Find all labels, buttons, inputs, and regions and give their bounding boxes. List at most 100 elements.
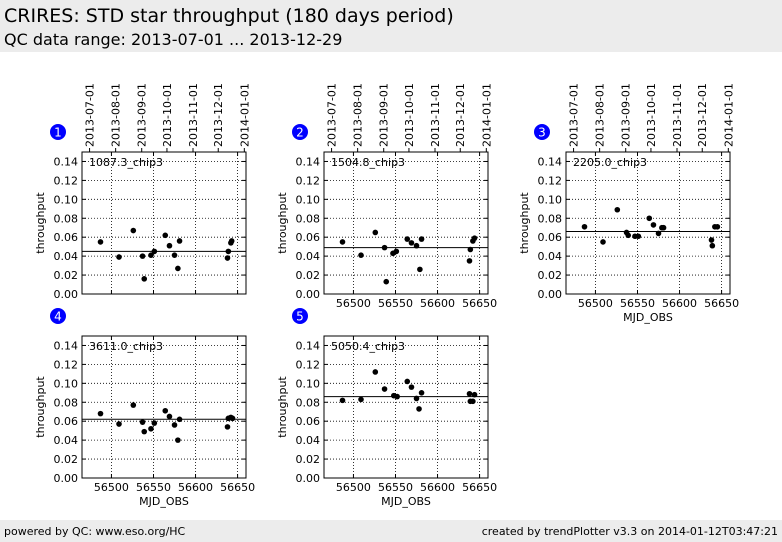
y-tick-label: 0.02 [54,269,79,282]
x-tick-label: 56650 [462,297,497,310]
y-tick-label: 0.12 [538,174,563,187]
y-tick-label: 0.14 [54,155,79,168]
data-point [176,238,183,244]
x-tick-label: 56550 [378,297,413,310]
x-tick-label: 56600 [420,297,455,310]
data-point [655,230,662,237]
data-point [139,253,146,259]
data-point [162,232,169,239]
y-tick-label: 0.08 [54,212,79,225]
series-label: 5050.4_chip3 [331,340,405,353]
data-point [466,258,473,264]
y-tick-label: 0.08 [538,212,563,225]
data-point [404,378,411,385]
report-header: CRIRES: STD star throughput (180 days pe… [0,0,782,52]
data-point [130,227,137,234]
plot-number: 3 [538,126,546,140]
y-tick-label: 0.06 [296,231,321,244]
x-tick-label: 56600 [178,481,213,494]
series-label: 1504.8_chip3 [331,156,405,169]
data-point [467,246,474,253]
date-tick-label: 2013-08-01 [352,83,365,147]
y-tick-label: 0.06 [54,415,79,428]
plot-number-badge [50,124,66,140]
date-tick-label: 2013-12-01 [212,83,225,147]
y-tick-label: 0.10 [54,193,79,206]
date-tick-label: 2013-08-01 [110,83,123,147]
data-point [228,238,235,244]
data-point [116,254,122,260]
data-point [151,420,158,426]
y-tick-label: 0.12 [54,174,79,187]
x-tick-label: 56500 [336,481,371,494]
footer-powered-by: powered by QC: www.eso.org/HC [4,525,186,538]
y-tick-label: 0.06 [54,231,79,244]
data-point [141,428,148,435]
data-point [176,416,183,423]
data-point [600,239,606,245]
plot-number-badge [292,308,308,324]
date-tick-label: 2013-10-01 [403,83,416,147]
data-point [339,239,346,245]
y-tick-label: 0.02 [538,269,563,282]
data-point [413,395,420,402]
data-point [339,397,346,404]
data-point [381,386,388,392]
plot-frame [323,151,489,295]
plot-number: 2 [296,126,304,140]
data-point [358,396,364,403]
data-point [408,240,415,246]
data-point [97,239,104,245]
data-point [224,424,231,430]
plot-number-badge [292,124,308,140]
y-tick-label: 0.10 [296,193,321,206]
x-tick-label: 56650 [704,297,739,310]
date-tick-label: 2013-11-01 [671,83,684,147]
y-tick-label: 0.00 [54,288,79,301]
y-tick-label: 0.04 [54,434,79,447]
y-tick-label: 0.00 [538,288,563,301]
data-point [418,236,425,242]
y-tick-label: 0.02 [296,269,321,282]
y-tick-label: 0.14 [54,339,79,352]
data-point [714,223,721,230]
data-point [614,206,621,213]
y-axis-label: throughput [34,376,47,438]
data-point [151,248,158,255]
x-tick-label: 56600 [420,481,455,494]
data-point [408,384,415,390]
chart-3: 56500 56550 56600 56650 0.00 0.02 0.04 0.06 0.08… [518,83,739,324]
y-tick-label: 0.04 [296,434,321,447]
report-subtitle: QC data range: 2013-07-01 ... 2013-12-29 [4,30,343,49]
data-point [162,407,169,414]
x-tick-label: 56500 [578,297,613,310]
y-axis-label: throughput [276,192,289,254]
y-tick-label: 0.14 [296,155,321,168]
data-point [413,242,420,249]
y-tick-label: 0.08 [54,396,79,409]
y-tick-label: 0.02 [54,453,79,466]
plot-number-badge [534,124,550,140]
date-tick-label: 2013-10-01 [645,83,658,147]
y-tick-label: 0.08 [296,212,321,225]
data-point [393,248,400,255]
data-point [130,402,137,408]
data-point [635,233,642,240]
data-point [625,232,632,239]
chart-1: 0.00 0.02 0.04 0.06 0.08 0.10 0.12 0.14 2013-07-… [34,83,251,301]
data-point [372,229,379,236]
data-point [166,413,173,420]
y-tick-label: 0.04 [538,250,563,263]
data-point [166,242,173,249]
data-point [224,255,231,261]
data-point [709,242,716,249]
y-tick-label: 0.12 [54,358,79,371]
data-point [404,236,411,242]
y-tick-label: 0.10 [296,377,321,390]
date-tick-label: 2013-07-01 [568,83,581,147]
data-point [418,390,425,396]
data-point [116,421,122,427]
data-point [97,410,104,417]
date-tick-label: 2013-07-01 [326,83,339,147]
data-point [470,398,476,405]
